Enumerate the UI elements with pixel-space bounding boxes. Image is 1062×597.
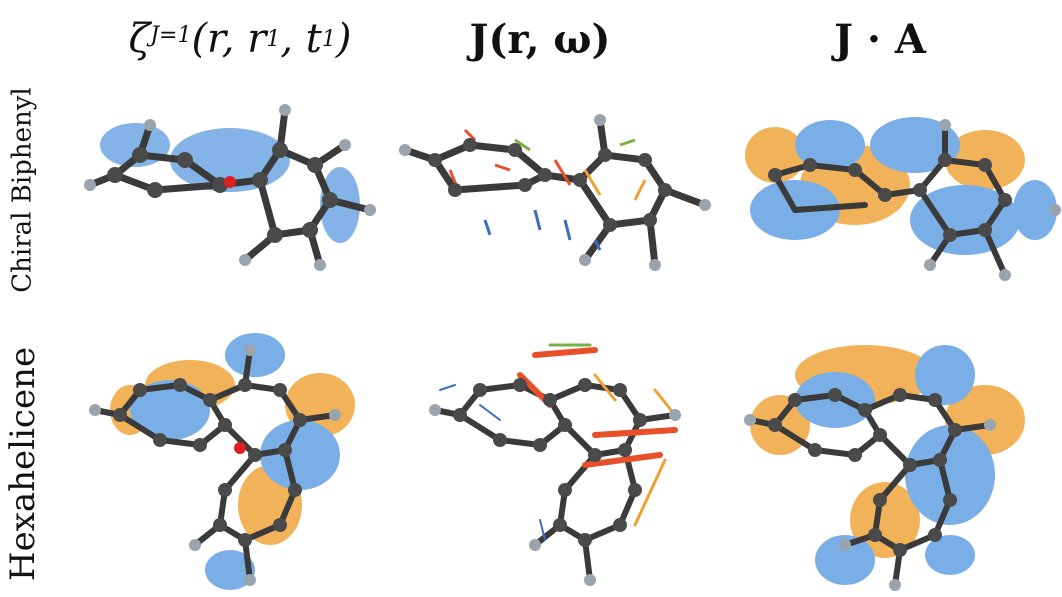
origin-dot <box>234 442 246 454</box>
panel-biphenyl-dot <box>735 100 1062 300</box>
row-label-biphenyl: Chiral Biphenyl <box>8 87 39 293</box>
current-arrows <box>448 128 647 251</box>
atoms <box>744 388 996 591</box>
atoms <box>768 119 1061 281</box>
header-zeta-sup: J=1 <box>150 22 192 48</box>
header-zeta-sub: 1 <box>266 26 281 52</box>
header-zeta-mid: , t <box>280 16 322 62</box>
header-zeta-sub2: 1 <box>321 26 336 52</box>
origin-dot <box>224 176 236 188</box>
hexahelicene-dot-figure <box>744 345 1025 591</box>
iso-surfaces <box>110 333 355 590</box>
atoms <box>84 104 376 271</box>
iso-surfaces <box>750 345 1025 585</box>
iso-surfaces <box>745 117 1057 255</box>
row-label-hexahelicene: Hexahelicene <box>3 346 44 581</box>
biphenyl-dot-figure <box>745 117 1061 281</box>
hexahelicene-zeta-figure <box>89 333 355 590</box>
panel-hexahelicene-dot <box>735 330 1062 597</box>
atoms <box>89 344 341 586</box>
atoms <box>429 378 681 586</box>
header-dot: J · A <box>834 15 926 63</box>
panel-biphenyl-zeta <box>70 90 410 300</box>
header-zeta-end: ) <box>335 16 352 62</box>
current-arrows <box>439 343 678 541</box>
atoms <box>399 114 711 271</box>
biphenyl-current-figure <box>399 114 711 271</box>
header-zeta-base: ζ <box>128 16 151 62</box>
panel-biphenyl-current <box>395 100 725 300</box>
hexahelicene-current-figure <box>429 343 681 586</box>
biphenyl-zeta-figure <box>84 104 376 271</box>
header-current: J(r, ω) <box>469 15 611 63</box>
panel-hexahelicene-current <box>420 330 720 597</box>
panel-hexahelicene-zeta <box>80 330 410 597</box>
header-zeta-args: (r, r <box>191 16 267 62</box>
